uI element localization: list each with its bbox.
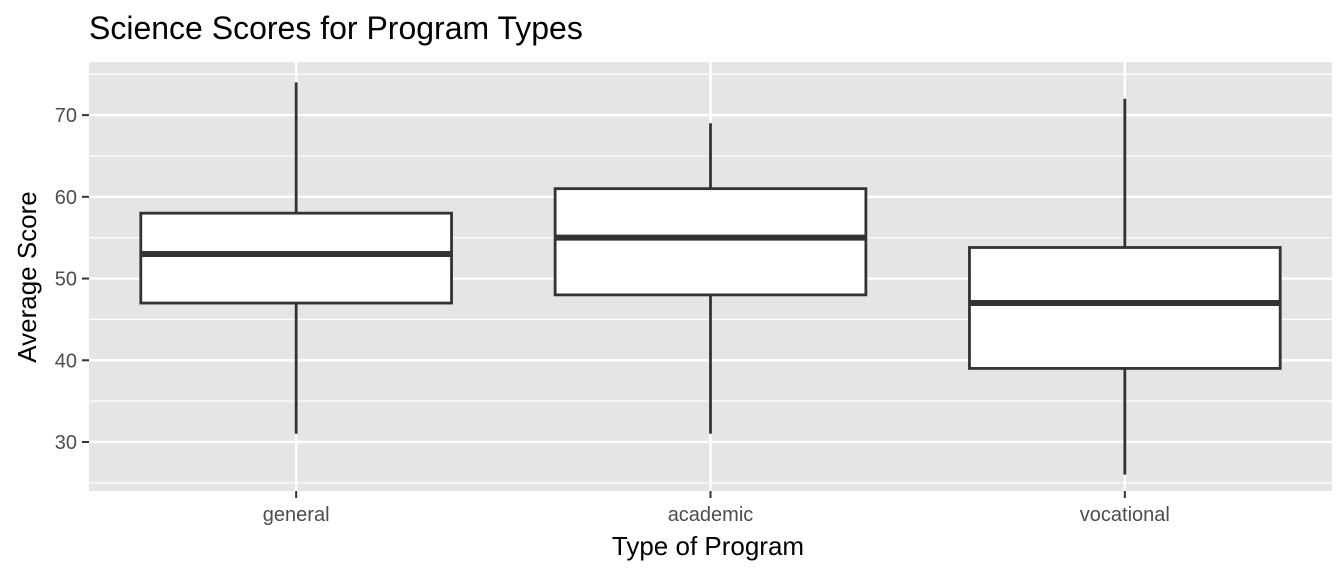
iqr-box	[139, 211, 453, 305]
y-tick-label: 70	[55, 105, 77, 127]
x-tick-label: academic	[668, 504, 754, 526]
boxes	[139, 82, 1282, 475]
x-axis-title: Type of Program	[612, 531, 804, 561]
y-tick-label: 50	[55, 269, 77, 291]
chart-title: Science Scores for Program Types	[89, 10, 583, 46]
x-axis: general academic vocational	[263, 491, 1170, 526]
box-academic	[553, 123, 868, 434]
x-tick-label: vocational	[1080, 504, 1170, 526]
x-tick-label: general	[263, 504, 330, 526]
y-tick-label: 60	[55, 187, 77, 209]
box-vocational	[968, 98, 1282, 475]
y-tick-label: 30	[55, 432, 77, 454]
y-axis: 30 40 50 60 70	[55, 105, 89, 454]
y-tick-label: 40	[55, 350, 77, 372]
iqr-box	[968, 246, 1282, 370]
y-axis-title: Average Score	[12, 191, 42, 363]
iqr-box	[553, 187, 868, 297]
box-general	[139, 82, 453, 434]
